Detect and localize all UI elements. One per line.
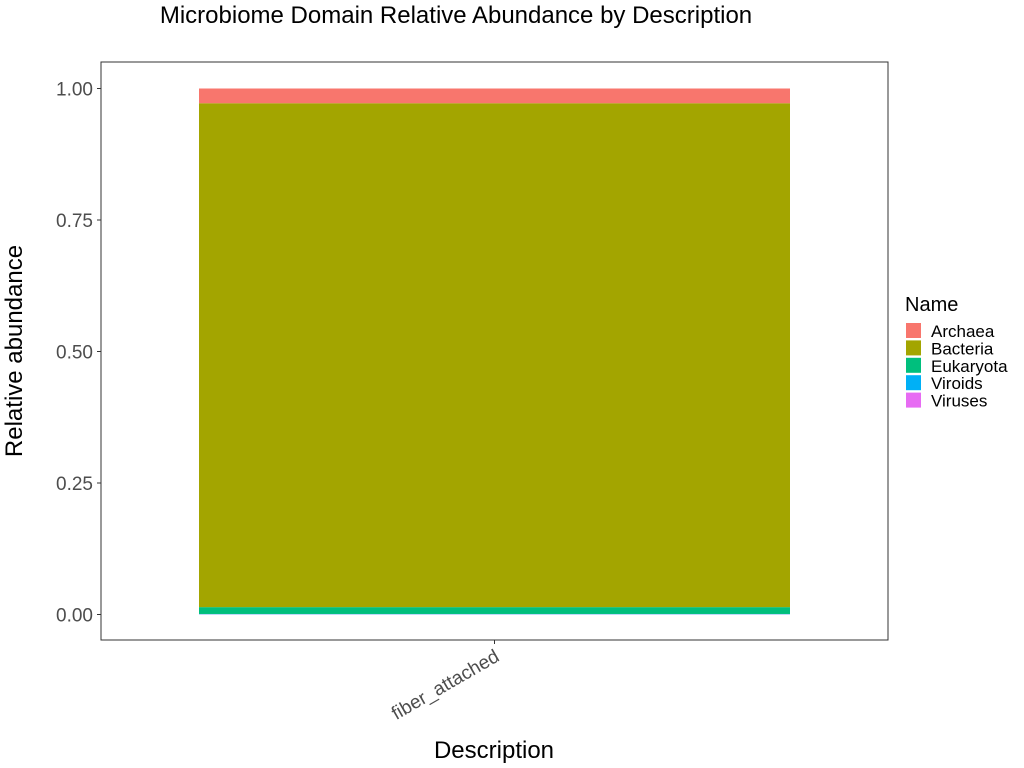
- y-axis: 0.00 0.25 0.50 0.75 1.00: [56, 80, 101, 627]
- chart-title: Microbiome Domain Relative Abundance by …: [160, 2, 752, 29]
- legend-key-eukaryota: [906, 358, 921, 373]
- x-tick-label: fiber_attached: [388, 646, 503, 724]
- legend-label-archaea: Archaea: [931, 322, 995, 341]
- legend-label-viroids: Viroids: [931, 374, 983, 393]
- x-axis-title: Description: [434, 737, 554, 764]
- legend-label-eukaryota: Eukaryota: [931, 357, 1008, 376]
- legend-key-bacteria: [906, 340, 921, 355]
- y-tick-label: 0.50: [56, 343, 93, 364]
- y-tick-label: 0.00: [56, 606, 93, 627]
- legend: Name ArchaeaBacteriaEukaryotaViroidsViru…: [905, 294, 1008, 411]
- x-axis: fiber_attached: [388, 640, 503, 725]
- legend-label-bacteria: Bacteria: [931, 339, 994, 358]
- y-tick-label: 0.75: [56, 211, 93, 232]
- legend-key-viroids: [906, 375, 921, 390]
- y-tick-label: 1.00: [56, 80, 93, 101]
- bar-segment-eukaryota: [199, 607, 790, 614]
- bar-stack: [199, 89, 790, 615]
- legend-key-archaea: [906, 323, 921, 338]
- legend-title: Name: [905, 294, 958, 316]
- bar-segment-archaea: [199, 89, 790, 104]
- y-axis-title: Relative abundance: [1, 245, 28, 457]
- bar-segment-bacteria: [199, 103, 790, 607]
- legend-key-viruses: [906, 393, 921, 408]
- legend-label-viruses: Viruses: [931, 392, 987, 411]
- y-tick-label: 0.25: [56, 474, 93, 495]
